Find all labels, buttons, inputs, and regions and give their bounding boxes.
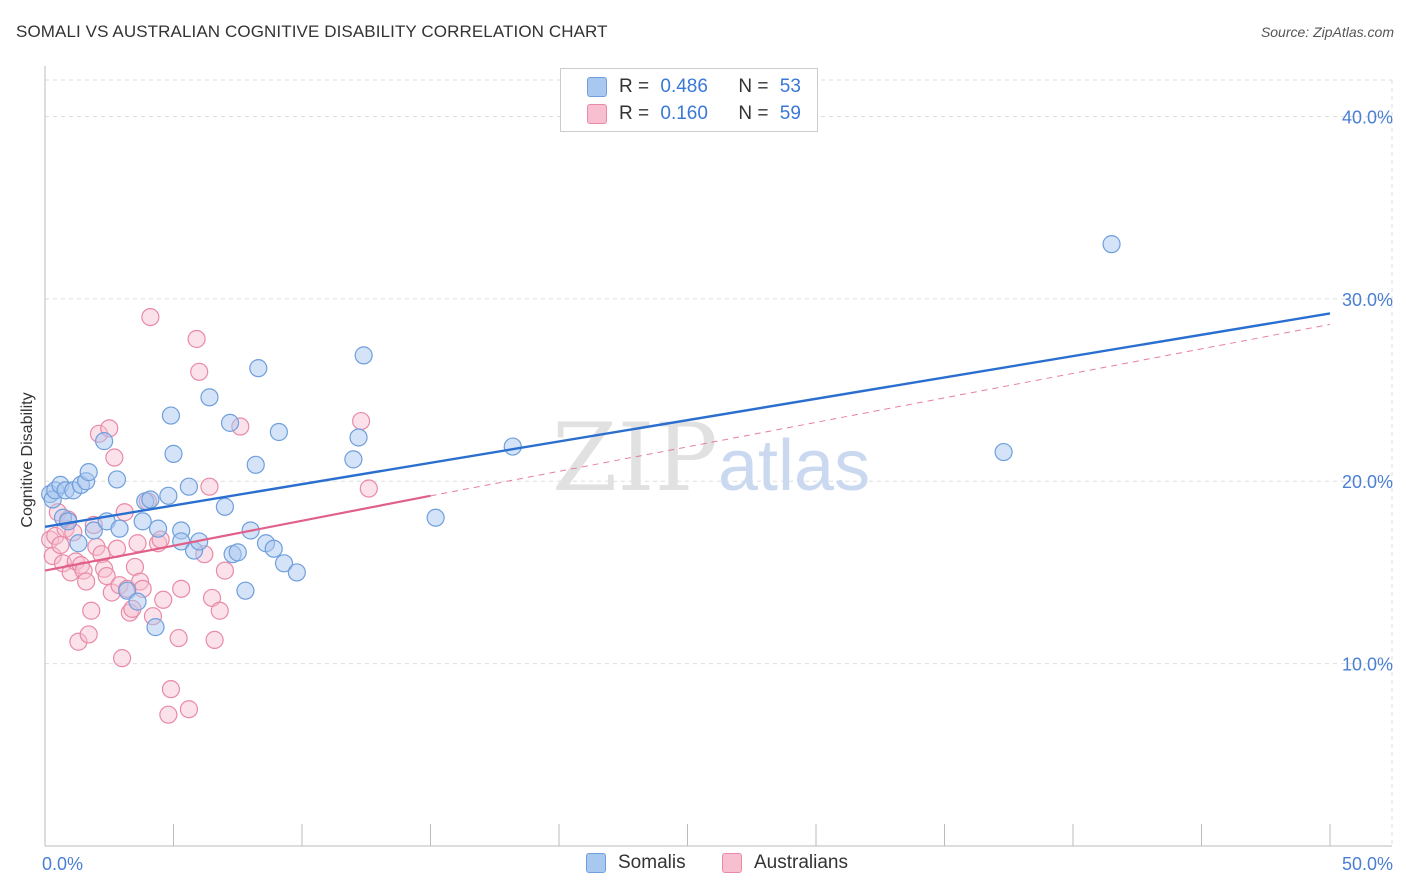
somali-point: [503, 437, 522, 456]
somali-point: [84, 521, 103, 540]
somali-point: [354, 346, 373, 365]
source-label: Source: ZipAtlas.com: [1260, 24, 1394, 40]
chart-title: SOMALI VS AUSTRALIAN COGNITIVE DISABILIT…: [16, 22, 608, 41]
legend-r-value: 0.160: [660, 103, 708, 124]
somali-point: [349, 428, 368, 447]
x-tick-label: 0.0%: [42, 854, 83, 874]
somali-point: [215, 497, 234, 516]
bottom-legend-australians: Australians: [722, 852, 848, 874]
legend-swatch-australians: [587, 104, 607, 124]
somali-point: [246, 455, 265, 474]
somali-point: [236, 581, 255, 600]
legend: R = 0.486 N = 53 R = 0.160 N = 59: [560, 68, 818, 132]
y-tick-label: 10.0%: [1342, 655, 1393, 675]
somali-point: [344, 450, 363, 469]
somali-point: [220, 413, 240, 432]
australian-point: [359, 479, 378, 498]
australian-point: [128, 534, 147, 553]
australian-point: [172, 579, 191, 598]
somali-point: [69, 534, 88, 553]
somali-point: [79, 463, 98, 482]
somali-point: [148, 519, 168, 538]
australian-point: [95, 559, 114, 578]
watermark: ZIP atlas: [552, 404, 870, 513]
axes: [44, 66, 1392, 847]
legend-r-value: 0.486: [660, 76, 708, 97]
australian-point: [161, 680, 181, 699]
somali-point: [274, 554, 294, 573]
australian-point: [200, 477, 219, 496]
trend-lines: [44, 312, 1331, 572]
somali-point: [264, 539, 283, 558]
y-tick-label: 20.0%: [1342, 472, 1393, 492]
somali-trend-line: [44, 312, 1331, 529]
somali-point: [994, 442, 1013, 462]
australian-point: [130, 572, 150, 591]
watermark-atlas: atlas: [718, 426, 870, 506]
somali-point: [95, 432, 114, 451]
watermark-zip: ZIP: [552, 404, 718, 513]
australian-point: [79, 625, 98, 644]
bottom-legend-label: Australians: [754, 852, 848, 873]
tick-labels: 10.0% 20.0% 30.0% 40.0% 0.0% 50.0%: [42, 107, 1393, 874]
x-tick-label: 50.0%: [1342, 854, 1393, 874]
bottom-legend-swatch-australians: [722, 853, 742, 873]
somali-point: [249, 359, 268, 378]
legend-swatch-somalis: [587, 77, 607, 97]
somali-point: [133, 512, 152, 531]
australian-point: [210, 601, 229, 620]
legend-row-somalis: R = 0.486 N = 53: [587, 74, 801, 100]
australian-point: [352, 411, 371, 431]
australian-point: [141, 307, 160, 327]
australian-point: [205, 630, 224, 650]
y-tick-label: 30.0%: [1342, 290, 1393, 310]
legend-r-label: R =: [619, 103, 650, 124]
legend-n-value: 59: [779, 103, 801, 124]
somali-point: [200, 388, 219, 407]
australian-trend-line: [44, 494, 431, 572]
somali-point: [269, 422, 288, 442]
y-tick-label: 40.0%: [1342, 107, 1393, 127]
australian-point: [82, 601, 101, 620]
legend-r-label: R =: [619, 76, 650, 97]
australian-point: [112, 649, 132, 668]
legend-n-value: 53: [779, 76, 801, 97]
australian-point: [97, 566, 116, 586]
somali-point: [128, 592, 147, 611]
bottom-legend-somalis: Somalis: [586, 852, 686, 874]
somali-point: [141, 490, 160, 509]
bottom-legend: Somalis Australians: [0, 852, 1406, 876]
somali-point: [1102, 235, 1121, 254]
somali-point: [164, 444, 183, 463]
legend-n-label: N =: [738, 103, 769, 124]
australian-point: [51, 535, 70, 555]
bottom-legend-swatch-somalis: [586, 853, 606, 873]
somali-point: [426, 508, 445, 527]
australian-point: [46, 526, 65, 546]
australian-point: [105, 448, 124, 467]
somali-point: [287, 563, 306, 582]
australian-point: [179, 700, 199, 719]
somali-point: [161, 406, 181, 425]
somali-point: [146, 618, 165, 637]
somali-point: [228, 543, 247, 562]
somali-point: [107, 470, 127, 489]
australian-point: [159, 705, 178, 724]
australian-point: [187, 329, 206, 349]
somali-point: [110, 519, 129, 538]
australian-point: [77, 572, 96, 591]
australian-point: [215, 561, 234, 580]
somali-point: [159, 486, 178, 505]
legend-n-label: N =: [738, 76, 769, 97]
australian-point: [69, 632, 88, 651]
somali-point: [179, 477, 199, 496]
australian-trend-extension: [430, 323, 1331, 497]
bottom-legend-label: Somalis: [618, 852, 686, 873]
australian-point: [190, 362, 209, 381]
australian-point: [154, 590, 173, 609]
australian-point: [169, 628, 188, 648]
legend-row-australians: R = 0.160 N = 59: [587, 101, 801, 127]
